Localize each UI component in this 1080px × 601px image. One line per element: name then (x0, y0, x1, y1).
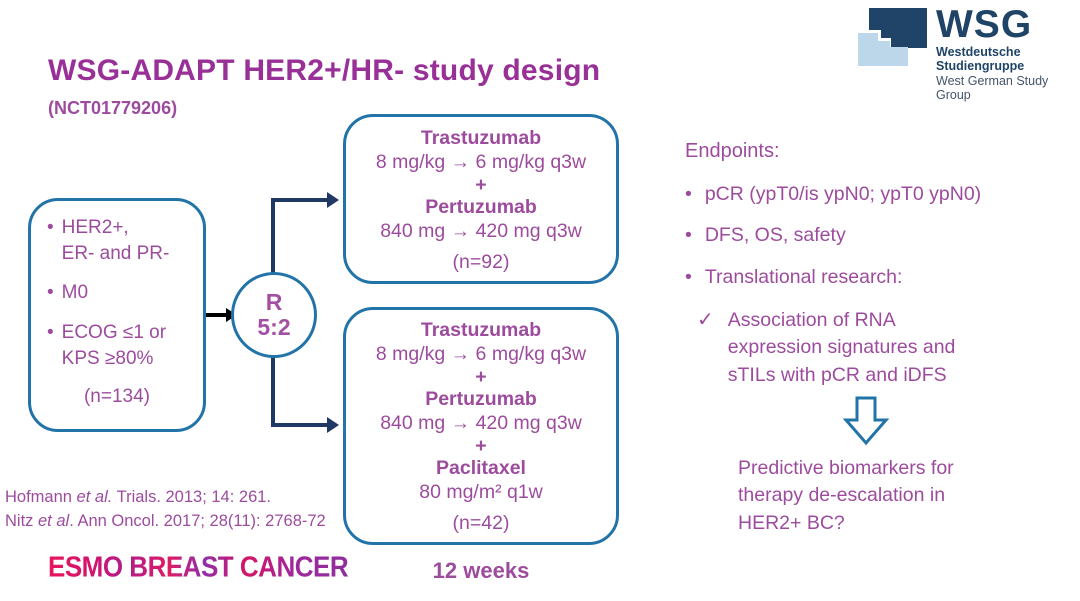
eligibility-item: • ECOG ≤1 or KPS ≥80% (47, 320, 193, 371)
translational-text: Association of RNA expression signatures… (727, 309, 956, 386)
eligibility-item: • HER2+, ER- and PR- (47, 215, 193, 266)
trial-id: (NCT01779206) (48, 98, 178, 118)
page-title: WSG-ADAPT HER2+/HR- study design (48, 54, 601, 87)
endpoints-panel: Endpoints: • pCR (ypT0/is ypN0; ypT0 ypN… (685, 140, 1070, 534)
treatment-arm-1-box: Trastuzumab 8 mg/kg → 6 mg/kg q3w + Pert… (343, 114, 619, 284)
endpoint-text: Translational research: (704, 265, 903, 288)
bullet-icon: • (47, 321, 54, 343)
arrow-to-arm-1 (271, 198, 328, 202)
down-arrow-icon (843, 396, 889, 446)
arrow-to-arm-2-head (327, 417, 339, 433)
wsg-name-german: Westdeutsche Studiengruppe (936, 45, 1025, 73)
wsg-acronym: WSG (936, 3, 1033, 46)
eligibility-text: ECOG ≤1 or KPS ≥80% (61, 321, 167, 369)
arm-n-count: (n=42) (452, 511, 510, 534)
drug-name: Pertuzumab (425, 388, 537, 410)
endpoint-item: • Translational research: (685, 266, 1070, 289)
wsg-name-english: West German Study Group (936, 74, 1049, 102)
citations: Hofmann et al. Trials. 2013; 14: 261. Ni… (5, 486, 326, 534)
esmo-breast-cancer-logo: ESMO BREAST CANCER (48, 550, 349, 583)
randomization-circle: R 5:2 (231, 272, 317, 358)
eligibility-item: • M0 (47, 280, 193, 306)
plus-sign: + (475, 434, 487, 457)
check-icon: ✓ (697, 309, 714, 332)
drug-dose: 8 mg/kg → 6 mg/kg q3w (375, 342, 587, 365)
plus-sign: + (475, 173, 487, 196)
endpoint-item: • pCR (ypT0/is ypN0; ypT0 ypN0) (685, 183, 1070, 206)
eligibility-text: M0 (61, 282, 89, 304)
endpoint-item: • DFS, OS, safety (685, 224, 1070, 247)
arrow-to-arm-1 (271, 198, 275, 274)
translational-check-item: ✓ Association of RNA expression signatur… (697, 307, 1070, 389)
drug-name: Pertuzumab (425, 196, 537, 218)
treatment-arm-2-box: Trastuzumab 8 mg/kg → 6 mg/kg q3w + Pert… (343, 307, 619, 545)
duration-label: 12 weeks (432, 558, 530, 583)
citation-line: Hofmann et al. Trials. 2013; 14: 261. (5, 488, 272, 506)
arrow-to-randomization (206, 313, 227, 317)
randomization-ratio: 5:2 (257, 314, 291, 340)
bullet-icon: • (685, 224, 692, 247)
citation-line: Nitz et al. Ann Oncol. 2017; 28(11): 276… (5, 511, 326, 530)
wsg-logo-mark-icon (858, 8, 927, 66)
eligibility-text: HER2+, ER- and PR- (61, 217, 170, 264)
conclusion-text: Predictive biomarkers for therapy de-esc… (738, 457, 954, 534)
drug-name: Trastuzumab (420, 319, 542, 341)
drug-dose: 840 mg → 420 mg q3w (380, 411, 582, 434)
bullet-icon: • (685, 183, 692, 205)
endpoints-heading: Endpoints: (685, 140, 780, 162)
arrow-to-arm-2 (271, 356, 275, 427)
drug-name: Paclitaxel (436, 457, 526, 479)
wsg-logo: WSG Westdeutsche Studiengruppe West Germ… (856, 3, 1080, 102)
bullet-icon: • (47, 217, 54, 238)
drug-name: Trastuzumab (420, 127, 542, 149)
eligibility-n-count: (n=134) (83, 386, 151, 408)
drug-dose: 840 mg → 420 mg q3w (380, 219, 582, 242)
randomization-letter: R (265, 288, 283, 315)
arrow-to-arm-2 (271, 423, 328, 427)
plus-sign: + (475, 365, 487, 388)
drug-dose: 8 mg/kg → 6 mg/kg q3w (375, 150, 587, 173)
arm-n-count: (n=92) (452, 250, 510, 273)
bullet-icon: • (47, 282, 54, 304)
bullet-icon: • (685, 265, 692, 288)
endpoint-text: pCR (ypT0/is ypN0; ypT0 ypN0) (704, 183, 982, 205)
endpoint-text: DFS, OS, safety (704, 224, 846, 247)
arrow-to-arm-1-head (327, 192, 339, 208)
drug-dose: 80 mg/m² q1w (419, 480, 543, 503)
eligibility-box: • HER2+, ER- and PR- • M0 • ECOG ≤1 or K… (28, 198, 206, 432)
